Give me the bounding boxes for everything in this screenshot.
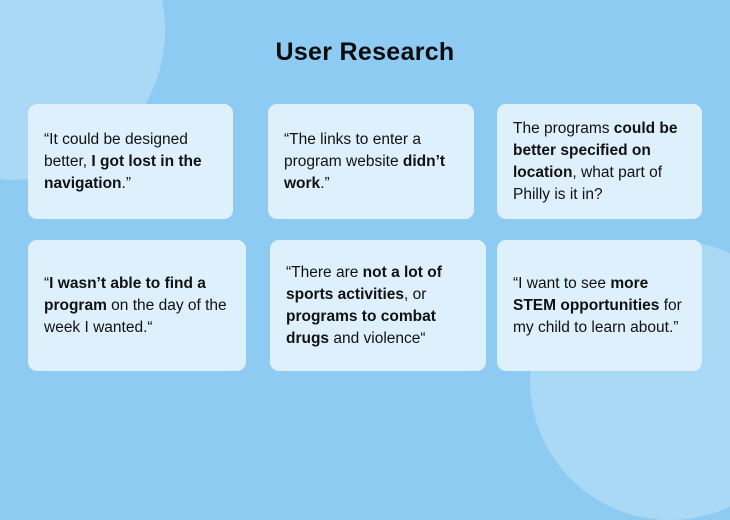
quote-text: “I wasn’t able to find a program on the … (44, 273, 230, 339)
quote-segment: The programs (513, 119, 614, 137)
quote-segment: “I want to see (513, 274, 611, 292)
quote-segment: , what part of Philly is it in? (513, 163, 663, 203)
quote-card: “I wasn’t able to find a program on the … (28, 240, 246, 371)
quote-segment: “ (44, 274, 50, 292)
quote-text: “The links to enter a program website di… (284, 129, 458, 195)
quote-card: “The links to enter a program website di… (268, 104, 474, 219)
quote-emphasis: more STEM opportunities (513, 274, 660, 314)
quote-segment: “There are (286, 263, 363, 281)
quote-card: “It could be designed better, I got lost… (28, 104, 233, 219)
quote-emphasis: I got lost in the navigation (44, 152, 202, 192)
quote-emphasis: not a lot of sports activities (286, 263, 442, 303)
quote-segment: “It could be designed better, (44, 130, 188, 170)
page-title: User Research (275, 38, 455, 66)
quote-text: “I want to see more STEM opportunities f… (513, 273, 686, 339)
quote-card: “There are not a lot of sports activitie… (270, 240, 486, 371)
quote-segment: “The links to enter a program website (284, 130, 421, 170)
quote-segment: , or (404, 285, 427, 303)
quote-card: The programs could be better specified o… (497, 104, 702, 219)
quote-emphasis: didn’t work (284, 152, 446, 192)
quote-emphasis: could be better specified on location (513, 119, 678, 181)
quote-segment: and violence“ (329, 329, 426, 347)
quote-emphasis: programs to combat drugs (286, 307, 436, 347)
quote-segment: .” (121, 174, 131, 192)
quote-segment: on the day of the week I wanted.“ (44, 296, 227, 336)
quote-text: “It could be designed better, I got lost… (44, 129, 217, 195)
quote-segment: for my child to learn about.” (513, 296, 682, 336)
quote-emphasis: I wasn’t able to find a program (44, 274, 206, 314)
quote-card: “I want to see more STEM opportunities f… (497, 240, 702, 371)
quote-text: The programs could be better specified o… (513, 118, 686, 206)
quote-segment: .” (320, 174, 330, 192)
quote-text: “There are not a lot of sports activitie… (286, 262, 470, 350)
